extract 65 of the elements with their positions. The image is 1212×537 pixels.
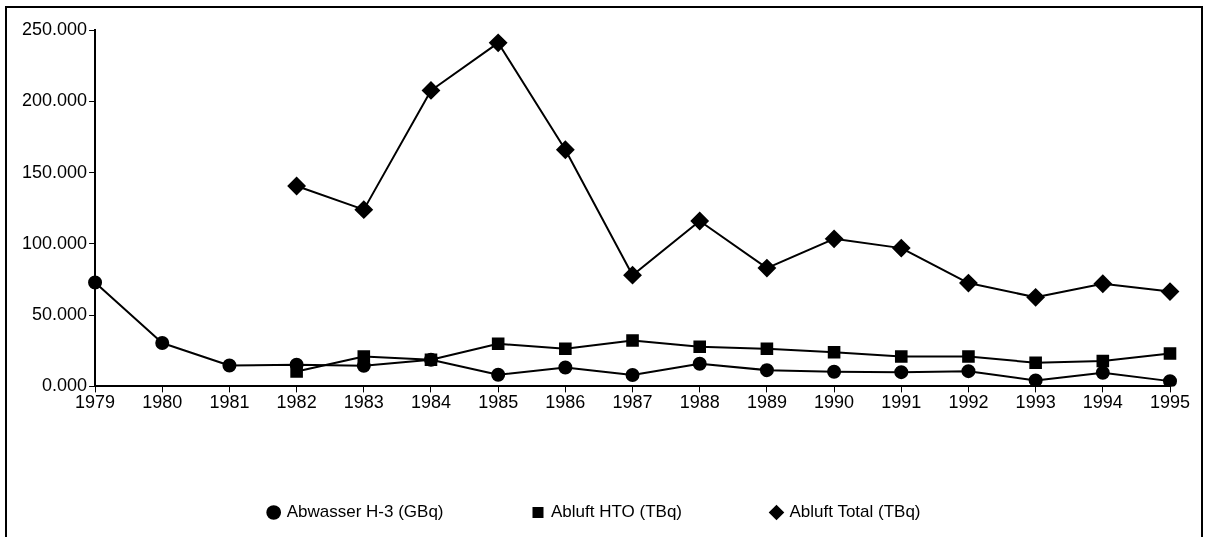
y-tick-label: 100.000: [21, 232, 88, 253]
point: [1163, 374, 1177, 387]
x-tick-label: 1993: [1015, 392, 1056, 413]
point: [559, 342, 572, 356]
x-tick-label: 1994: [1082, 392, 1123, 413]
x-tick-label: 1984: [410, 392, 452, 413]
point: [692, 356, 707, 371]
point: [626, 334, 639, 347]
point: [421, 81, 440, 100]
x-tick-label: 1990: [814, 392, 855, 413]
legend-label: Abluft HTO (TBq): [551, 502, 682, 522]
point: [760, 342, 774, 356]
y-tick-label: 50.000: [32, 304, 88, 325]
point: [690, 212, 709, 231]
x-tick-label: 1985: [478, 392, 519, 413]
x-tick-label: 1981: [209, 392, 250, 413]
point: [1093, 274, 1112, 293]
x-tick-label: 1988: [679, 392, 720, 413]
point: [1029, 356, 1042, 370]
x-tick-label: 1986: [545, 392, 586, 413]
point: [222, 358, 237, 373]
point: [759, 363, 774, 378]
x-tick-label: 1982: [276, 392, 317, 413]
point: [88, 275, 103, 290]
point: [959, 274, 978, 293]
x-tick-label: 1983: [343, 392, 384, 413]
point: [962, 350, 975, 363]
point: [354, 200, 373, 219]
x-tick-label: 1995: [1149, 392, 1191, 413]
point: [961, 364, 976, 379]
point: [1096, 354, 1110, 368]
point: [491, 367, 506, 382]
point: [1095, 365, 1110, 380]
point: [357, 350, 371, 363]
x-tick-label: 1987: [612, 392, 653, 413]
point: [894, 350, 908, 363]
point: [424, 353, 438, 367]
point: [625, 368, 640, 382]
point: [287, 176, 306, 195]
point: [757, 259, 776, 278]
point: [491, 337, 505, 351]
y-tick-label: 200.000: [21, 90, 88, 111]
point: [827, 364, 842, 379]
y-tick-label: 250.000: [21, 18, 88, 39]
legend-label: Abwasser H-3 (GBq): [286, 502, 444, 522]
point: [155, 336, 170, 351]
x-tick-label: 1991: [881, 392, 922, 413]
point: [892, 239, 911, 258]
point: [556, 140, 575, 159]
legend-label: Abluft Total (TBq): [789, 502, 921, 522]
x-tick-label: 1992: [948, 392, 989, 413]
y-tick-label: 150.000: [21, 161, 88, 182]
point: [1026, 288, 1045, 307]
point: [894, 365, 909, 380]
x-tick-label: 1980: [142, 392, 183, 413]
point: [489, 33, 508, 52]
point: [1028, 373, 1043, 387]
point: [1161, 282, 1179, 301]
point: [623, 266, 642, 285]
point: [827, 345, 841, 359]
point: [1163, 347, 1177, 360]
point: [693, 340, 707, 354]
point: [825, 229, 844, 248]
x-tick-label: 1989: [746, 392, 787, 413]
point: [558, 360, 573, 375]
